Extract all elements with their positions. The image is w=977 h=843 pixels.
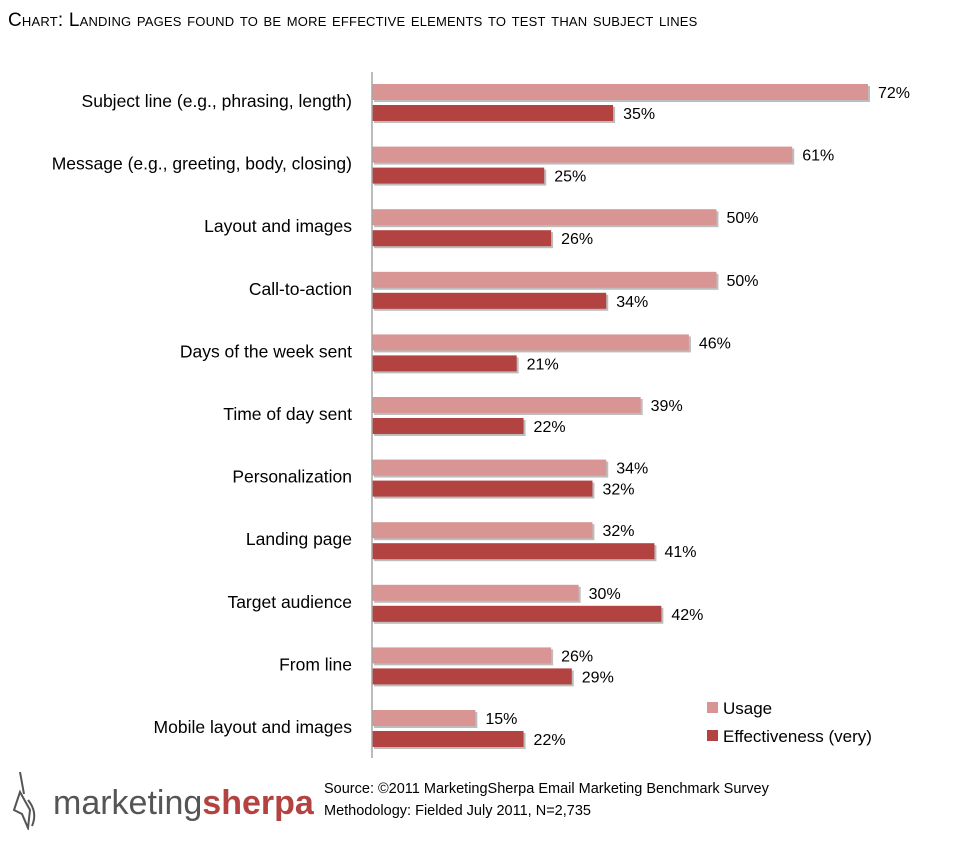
category-label: Days of the week sent — [180, 341, 352, 361]
data-label: 26% — [561, 231, 593, 248]
legend-label: Usage — [723, 699, 772, 718]
bar-usage — [372, 271, 717, 288]
legend: Usage Effectiveness (very) — [707, 699, 872, 746]
data-label: 25% — [554, 169, 586, 186]
data-label: 21% — [527, 356, 559, 373]
data-label: 46% — [699, 335, 731, 352]
data-label: 32% — [602, 482, 634, 499]
bar-usage — [372, 146, 793, 163]
chart-title-text: Chart: Landing pages found to be more ef… — [8, 10, 698, 31]
data-label: 50% — [726, 210, 758, 227]
bar-usage — [372, 522, 593, 539]
category-label: Call-to-action — [249, 279, 352, 299]
methodology-line: Methodology: Fielded July 2011, N=2,735 — [324, 803, 591, 819]
data-label: 72% — [878, 85, 910, 102]
source-note: Source: ©2011 MarketingSherpa Email Mark… — [324, 778, 769, 822]
bar-effectiveness — [372, 105, 614, 121]
data-label: 30% — [589, 586, 621, 603]
category-label: Target audience — [227, 592, 352, 612]
data-label: 61% — [802, 148, 834, 165]
data-label: 32% — [602, 523, 634, 540]
bar-effectiveness — [372, 543, 655, 560]
data-label: 41% — [664, 544, 696, 561]
bar-effectiveness — [372, 167, 545, 184]
logo-wordmark: marketingsherpa — [53, 784, 314, 823]
data-label: 26% — [561, 648, 593, 665]
data-label: 15% — [485, 711, 517, 728]
legend-swatch — [707, 730, 718, 741]
data-label: 39% — [651, 398, 683, 415]
source-line: Source: ©2011 MarketingSherpa Email Mark… — [324, 781, 769, 797]
data-label: 29% — [582, 669, 614, 686]
category-label: Mobile layout and images — [154, 717, 353, 737]
data-label: 42% — [671, 607, 703, 624]
bar-usage — [372, 84, 868, 100]
bar-usage — [372, 647, 552, 664]
bar-effectiveness — [372, 292, 607, 309]
data-label: 34% — [616, 294, 648, 311]
bar-effectiveness — [372, 605, 662, 622]
category-label: Layout and images — [204, 216, 352, 236]
bar-effectiveness — [372, 480, 593, 497]
bar-usage — [372, 209, 717, 226]
data-label: 34% — [616, 461, 648, 478]
bar-effectiveness — [372, 668, 572, 685]
bar-usage — [372, 397, 641, 413]
chart-title: Chart: Landing pages found to be more ef… — [8, 10, 698, 32]
data-label: 22% — [534, 419, 566, 436]
logo-text-sherpa: sherpa — [202, 784, 314, 822]
category-label: Message (e.g., greeting, body, closing) — [52, 154, 352, 174]
bar-effectiveness — [372, 418, 524, 434]
bar-effectiveness — [372, 230, 552, 247]
legend-label: Effectiveness (very) — [723, 727, 872, 746]
data-label: 50% — [726, 273, 758, 290]
legend-swatch — [707, 702, 718, 713]
pen-nib-icon — [12, 771, 36, 830]
bar-effectiveness — [372, 731, 524, 747]
bar-usage — [372, 584, 579, 601]
marketingsherpa-logo: marketingsherpa — [8, 770, 318, 836]
data-label: 35% — [623, 106, 655, 123]
logo-text-marketing: marketing — [53, 784, 203, 822]
data-label: 22% — [534, 732, 566, 749]
bar-effectiveness — [372, 355, 517, 372]
bar-usage — [372, 459, 607, 476]
category-label: Time of day sent — [223, 404, 352, 424]
category-label: Landing page — [246, 529, 352, 549]
bar-usage — [372, 334, 689, 351]
category-label: Subject line (e.g., phrasing, length) — [82, 91, 352, 111]
category-label: From line — [279, 654, 352, 674]
category-label: Personalization — [232, 467, 352, 487]
bar-usage — [372, 710, 476, 726]
